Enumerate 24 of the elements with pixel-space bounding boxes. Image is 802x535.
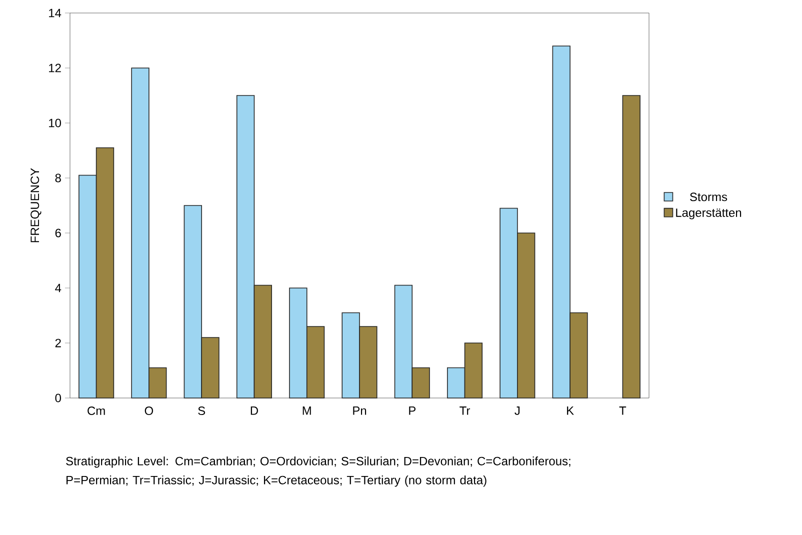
y-axis-title: FREQUENCY	[30, 168, 42, 242]
x-tick-label: P	[409, 406, 416, 415]
bar	[622, 95, 640, 398]
x-tick-label: K	[567, 406, 574, 415]
legend-label: Lagerstätten	[676, 208, 742, 220]
y-tick-label: 4	[55, 284, 62, 292]
x-tick-label: T	[619, 406, 626, 415]
x-tick-label: S	[198, 406, 206, 416]
x-tick-label: Pn	[353, 406, 366, 415]
y-tick-label: 12	[49, 64, 61, 72]
y-tick-label: 0	[55, 394, 62, 402]
x-tick-label: Tr	[460, 406, 470, 415]
x-tick-label: Cm	[88, 406, 105, 416]
x-tick-label: J	[514, 406, 520, 415]
y-tick-label: 2	[55, 338, 61, 348]
text: Stratigraphic Level: Cm=Cambrian; O=Ordovician; S=Silurian; D=Devonian; C=Carboniferous; P=Permian; Tr=Triassic; J=Jurassic; K=Cretaceous; T=Tertiary (no storm data)	[66, 456, 570, 487]
x-tick-label: M	[302, 406, 311, 415]
x-tick-label: D	[250, 406, 258, 415]
x-tick-label: O	[144, 406, 154, 416]
y-tick-label: 14	[49, 8, 62, 18]
y-tick-label: 6	[55, 228, 61, 238]
y-tick-label: 8	[55, 174, 61, 182]
y-tick-label: 10	[49, 118, 62, 128]
legend-label: Storms	[690, 192, 728, 202]
